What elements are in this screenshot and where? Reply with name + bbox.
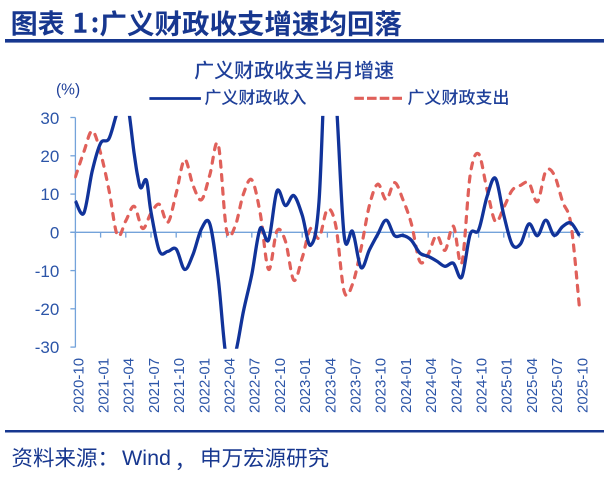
svg-text:2024-04: 2024-04 [423,358,440,413]
svg-text:-10: -10 [35,262,60,281]
svg-text:2025-01: 2025-01 [499,358,516,413]
svg-text:2025-07: 2025-07 [549,358,566,413]
svg-text:2022-01: 2022-01 [196,358,213,413]
svg-text:2022-07: 2022-07 [247,358,264,413]
svg-text:(%): (%) [56,82,80,99]
svg-text:-20: -20 [35,300,60,319]
svg-text:2022-10: 2022-10 [272,358,289,413]
svg-text:2021-07: 2021-07 [146,358,163,413]
svg-text:2024-07: 2024-07 [448,358,465,413]
svg-text:2021-04: 2021-04 [121,358,138,413]
svg-text:30: 30 [40,109,59,128]
svg-text:2021-01: 2021-01 [96,358,113,413]
svg-text:10: 10 [40,185,59,204]
svg-text:2023-10: 2023-10 [373,358,390,413]
svg-text:2025-04: 2025-04 [524,358,541,413]
svg-text:2025-10: 2025-10 [574,358,591,413]
svg-text:2022-04: 2022-04 [222,358,239,413]
svg-text:20: 20 [40,147,59,166]
svg-text:2023-01: 2023-01 [297,358,314,413]
svg-text:-30: -30 [35,338,60,357]
svg-text:2024-10: 2024-10 [474,358,491,413]
svg-text:2020-10: 2020-10 [70,358,87,413]
svg-text:2021-10: 2021-10 [171,358,188,413]
svg-text:Wind: Wind [122,446,171,470]
svg-text:2023-04: 2023-04 [322,358,339,413]
svg-text:2023-07: 2023-07 [348,358,365,413]
svg-text:0: 0 [50,224,59,243]
svg-text:2024-01: 2024-01 [398,358,415,413]
